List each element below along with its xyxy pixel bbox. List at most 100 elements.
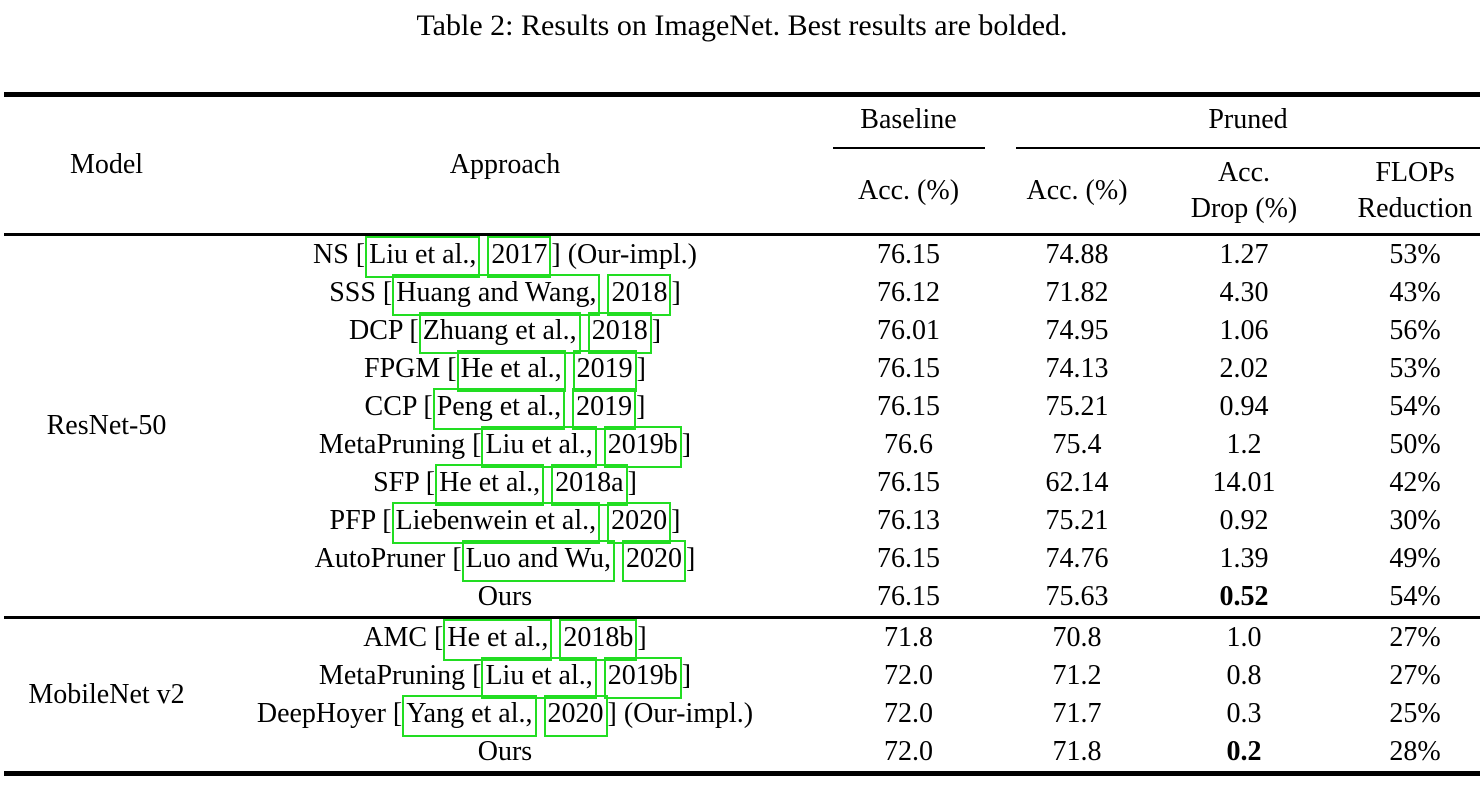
citation-link-author[interactable]: Liebenwein et al.,: [391, 502, 601, 544]
pruned-acc-value: 74.95: [1045, 315, 1109, 346]
acc-drop-value: 2.02: [1219, 353, 1269, 384]
acc-drop-value: 0.8: [1226, 660, 1262, 691]
col-header-pruned-acc: Acc. (%): [1016, 149, 1138, 236]
citation-link-author[interactable]: He et al.,: [435, 464, 545, 506]
citation-link-year[interactable]: 2018: [607, 274, 672, 316]
citation-link-author[interactable]: Liu et al.,: [481, 426, 597, 468]
citation-link-author[interactable]: Zhuang et al.,: [418, 312, 581, 354]
citation-link-year[interactable]: 2018: [587, 312, 652, 354]
citation-link-author[interactable]: Liu et al.,: [365, 236, 481, 278]
citation-link-year[interactable]: 2017: [487, 236, 552, 278]
baseline-acc-value: 76.15: [877, 543, 940, 574]
pruned-acc-value: 71.82: [1045, 277, 1109, 308]
col-header-approach: Approach: [209, 94, 801, 236]
acc-drop-value: 0.92: [1219, 505, 1269, 536]
citation-link-year[interactable]: 2019: [572, 350, 637, 392]
flops-value: 27%: [1350, 616, 1481, 657]
citation-link-author[interactable]: Peng et al.,: [432, 388, 566, 430]
approach-cell: Ours: [477, 736, 533, 767]
flops-value: 30%: [1389, 505, 1441, 536]
approach-cell: DeepHoyer [Yang et al., 2020] (Our-impl.…: [209, 695, 801, 737]
table-header: Model Approach Baseline Pruned Acc. (%) …: [4, 94, 1481, 236]
acc-drop-value: 1.39: [1219, 543, 1269, 574]
approach-cell: AutoPruner [Luo and Wu, 2020]: [209, 540, 801, 582]
header-sub-row: Acc. (%) Acc. (%) Acc. Drop (%) FLOPs Re…: [4, 149, 1481, 236]
table-row: SFP [He et al., 2018a] 76.15 62.14 14.01 42%: [4, 464, 1480, 506]
flops-value: 28%: [1389, 736, 1441, 767]
pruned-group-label: Pruned: [1208, 104, 1288, 135]
citation-link-author[interactable]: He et al.,: [456, 350, 566, 392]
flops-value: 43%: [1389, 277, 1441, 308]
acc-drop-value: 0.94: [1219, 391, 1269, 422]
table-row: ResNet-50 NS [Liu et al., 2017] (Our-impl…: [4, 235, 1480, 441]
pruned-group-rule: [1016, 147, 1481, 149]
citation-link-year[interactable]: 2019b: [603, 426, 682, 468]
citation-link-year[interactable]: 2018b: [559, 619, 638, 661]
acc-drop-value: 1.0: [1138, 616, 1350, 657]
baseline-acc-value: 72.0: [884, 698, 933, 729]
approach-cell: CCP [Peng et al., 2019]: [209, 388, 801, 430]
baseline-group-rule: [832, 147, 985, 149]
table-row: Ours 76.15 75.63 0.52 54%: [4, 578, 1480, 618]
table-row: FPGM [He et al., 2019] 76.15 74.13 2.02 53%: [4, 350, 1480, 392]
acc-drop-header-line1: Acc.: [1217, 157, 1271, 188]
results-table: Model Approach Baseline Pruned Acc. (%) …: [4, 92, 1481, 776]
approach-cell: AMC [He et al., 2018b]: [209, 616, 801, 661]
approach-cell: FPGM [He et al., 2019]: [209, 350, 801, 392]
flops-header-line2: Reduction: [1357, 193, 1473, 224]
approach-cell: MetaPruning [Liu et al., 2019b]: [209, 426, 801, 468]
acc-drop-value: 1.06: [1219, 315, 1269, 346]
citation-link-year[interactable]: 2018a: [551, 464, 628, 506]
col-header-model: Model: [4, 94, 209, 236]
model-name: MobileNet v2: [4, 616, 209, 774]
citation-link-author[interactable]: Luo and Wu,: [461, 540, 615, 582]
col-header-acc-drop: Acc. Drop (%): [1138, 149, 1350, 236]
citation-link-year[interactable]: 2020: [622, 540, 686, 582]
pruned-acc-value: 71.7: [1052, 698, 1102, 729]
baseline-acc-value: 76.15: [877, 467, 940, 498]
citation-link-author[interactable]: Yang et al.,: [402, 695, 537, 737]
approach-cell: PFP [Liebenwein et al., 2020]: [209, 502, 801, 544]
table-row: AutoPruner [Luo and Wu, 2020] 76.15 74.76 1…: [4, 540, 1480, 582]
col-group-pruned: Pruned: [1016, 95, 1481, 149]
pruned-acc-value: 75.21: [1045, 391, 1109, 422]
table-row: Ours 72.0 71.8 0.2 28%: [4, 733, 1480, 774]
approach-cell: NS [Liu et al., 2017] (Our-impl.): [209, 235, 801, 278]
citation-link-year[interactable]: 2019: [572, 388, 637, 430]
table-row: SSS [Huang and Wang, 2018] 76.12 71.82 4.30…: [4, 274, 1480, 316]
flops-value: 54%: [1389, 581, 1441, 612]
citation-link-year[interactable]: 2020: [543, 695, 608, 737]
pruned-acc-value: 71.8: [1052, 736, 1102, 767]
baseline-acc-value: 76.15: [877, 353, 940, 384]
acc-drop-value: 1.2: [1226, 429, 1262, 460]
baseline-acc-value: 76.15: [877, 239, 940, 270]
pruned-acc-value: 74.13: [1045, 353, 1109, 384]
citation-link-year[interactable]: 2020: [607, 502, 672, 544]
approach-cell: SFP [He et al., 2018a]: [209, 464, 801, 506]
pruned-acc-value: 74.88: [1045, 239, 1109, 270]
pruned-acc-value: 62.14: [1045, 467, 1109, 498]
citation-link-author[interactable]: Liu et al.,: [481, 657, 597, 699]
pruned-acc-value: 75.63: [1045, 581, 1109, 612]
pruned-acc-value: 74.76: [1045, 543, 1109, 574]
pruned-acc-value: 71.2: [1052, 660, 1102, 691]
flops-value: 42%: [1389, 467, 1441, 498]
table-row: MetaPruning [Liu et al., 2019b] 76.6 75.4 1…: [4, 426, 1480, 468]
col-header-baseline-acc: Acc. (%): [801, 149, 1016, 236]
table-row: CCP [Peng et al., 2019] 76.15 75.21 0.94 54%: [4, 388, 1480, 430]
citation-link-author[interactable]: He et al.,: [443, 619, 553, 661]
acc-drop-value: 0.2: [1226, 736, 1262, 767]
baseline-acc-value: 76.15: [877, 581, 940, 612]
flops-value: 56%: [1389, 315, 1441, 346]
flops-value: 49%: [1389, 543, 1441, 574]
flops-value: 53%: [1389, 239, 1441, 270]
citation-link-author[interactable]: Huang and Wang,: [392, 274, 601, 316]
acc-drop-value: 1.27: [1219, 239, 1269, 270]
baseline-acc-value: 72.0: [884, 660, 933, 691]
citation-link-year[interactable]: 2019b: [603, 657, 682, 699]
baseline-acc-value: 76.01: [877, 315, 940, 346]
acc-drop-value: 0.52: [1219, 581, 1269, 612]
approach-cell: DCP [Zhuang et al., 2018]: [209, 312, 801, 354]
model-name: ResNet-50: [46, 410, 167, 441]
acc-drop-value: 0.3: [1226, 698, 1262, 729]
